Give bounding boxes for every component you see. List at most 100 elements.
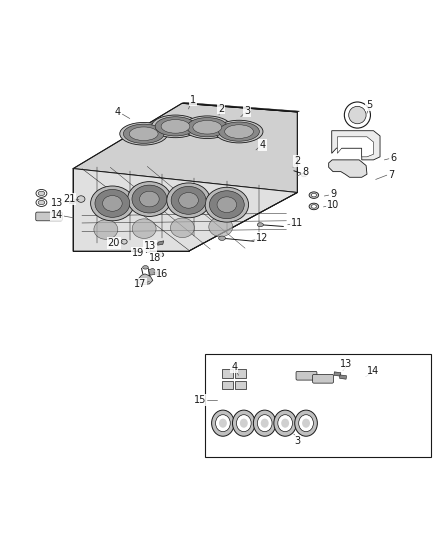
Ellipse shape <box>278 415 293 432</box>
Text: 2: 2 <box>218 103 224 114</box>
Ellipse shape <box>219 122 259 141</box>
Ellipse shape <box>102 196 122 211</box>
Ellipse shape <box>159 253 164 257</box>
Text: 4: 4 <box>231 362 237 373</box>
Polygon shape <box>73 168 297 251</box>
Ellipse shape <box>127 182 171 216</box>
Ellipse shape <box>152 115 199 138</box>
Ellipse shape <box>349 107 366 124</box>
Polygon shape <box>73 103 297 192</box>
Ellipse shape <box>274 410 297 436</box>
Bar <box>235 381 246 389</box>
Bar <box>223 381 233 389</box>
Ellipse shape <box>36 199 47 206</box>
Ellipse shape <box>121 239 127 244</box>
Ellipse shape <box>187 118 228 137</box>
Text: 17: 17 <box>134 279 146 289</box>
Text: 4: 4 <box>259 140 265 150</box>
Polygon shape <box>158 241 164 245</box>
Ellipse shape <box>77 196 85 203</box>
Bar <box>235 369 246 378</box>
Polygon shape <box>334 372 341 376</box>
Text: 9: 9 <box>330 189 336 199</box>
Text: 7: 7 <box>388 170 394 180</box>
Text: 14: 14 <box>367 366 380 376</box>
Ellipse shape <box>205 187 249 222</box>
FancyBboxPatch shape <box>36 212 62 221</box>
Text: 11: 11 <box>291 218 304 228</box>
Polygon shape <box>148 268 156 275</box>
Ellipse shape <box>301 173 307 177</box>
Ellipse shape <box>38 191 45 196</box>
Text: 4: 4 <box>115 107 121 117</box>
Ellipse shape <box>161 119 190 133</box>
Ellipse shape <box>225 125 253 139</box>
Ellipse shape <box>219 418 227 428</box>
Ellipse shape <box>281 418 289 428</box>
Ellipse shape <box>120 123 168 145</box>
Text: 13: 13 <box>340 359 353 369</box>
Polygon shape <box>70 199 76 204</box>
Ellipse shape <box>132 185 167 213</box>
Ellipse shape <box>95 189 130 217</box>
Ellipse shape <box>36 189 47 197</box>
Ellipse shape <box>209 217 233 237</box>
Ellipse shape <box>233 410 255 436</box>
Ellipse shape <box>193 120 222 134</box>
Ellipse shape <box>155 117 196 136</box>
Ellipse shape <box>132 219 156 238</box>
Text: 19: 19 <box>132 247 145 257</box>
Ellipse shape <box>257 223 263 227</box>
Ellipse shape <box>38 200 45 205</box>
Ellipse shape <box>261 418 268 428</box>
Ellipse shape <box>344 102 371 128</box>
Text: 8: 8 <box>302 167 308 177</box>
Ellipse shape <box>299 415 314 432</box>
Text: 3: 3 <box>294 437 300 447</box>
Text: 20: 20 <box>107 238 120 248</box>
Ellipse shape <box>171 187 206 214</box>
Ellipse shape <box>167 183 210 218</box>
Ellipse shape <box>184 116 231 139</box>
Ellipse shape <box>143 265 148 269</box>
Text: 15: 15 <box>194 395 206 405</box>
Polygon shape <box>332 131 380 160</box>
Text: 12: 12 <box>256 233 268 243</box>
Bar <box>205 353 431 457</box>
Ellipse shape <box>295 410 318 436</box>
Ellipse shape <box>240 418 248 428</box>
Ellipse shape <box>253 410 276 436</box>
Ellipse shape <box>145 248 150 253</box>
Text: 18: 18 <box>148 253 161 263</box>
Ellipse shape <box>91 186 134 221</box>
Text: 2: 2 <box>294 156 300 166</box>
Ellipse shape <box>155 272 159 275</box>
Ellipse shape <box>124 124 164 143</box>
Text: 6: 6 <box>390 152 396 163</box>
Ellipse shape <box>311 193 317 197</box>
Ellipse shape <box>140 191 159 207</box>
Ellipse shape <box>219 236 226 240</box>
Bar <box>223 369 233 378</box>
Ellipse shape <box>94 220 118 239</box>
Text: 16: 16 <box>156 269 169 279</box>
Text: 13: 13 <box>144 240 156 251</box>
Ellipse shape <box>212 410 234 436</box>
Ellipse shape <box>215 120 263 143</box>
Ellipse shape <box>209 191 244 219</box>
FancyBboxPatch shape <box>296 372 317 380</box>
Text: 5: 5 <box>366 100 372 110</box>
Polygon shape <box>138 274 153 285</box>
Ellipse shape <box>170 218 194 238</box>
Text: 1: 1 <box>190 95 196 105</box>
Ellipse shape <box>129 127 158 141</box>
Polygon shape <box>182 102 300 112</box>
Ellipse shape <box>309 192 319 198</box>
Ellipse shape <box>302 418 310 428</box>
Text: 3: 3 <box>244 106 251 116</box>
Ellipse shape <box>217 197 237 213</box>
Ellipse shape <box>309 203 319 209</box>
Ellipse shape <box>179 192 198 208</box>
Ellipse shape <box>311 205 317 208</box>
FancyBboxPatch shape <box>313 375 333 383</box>
